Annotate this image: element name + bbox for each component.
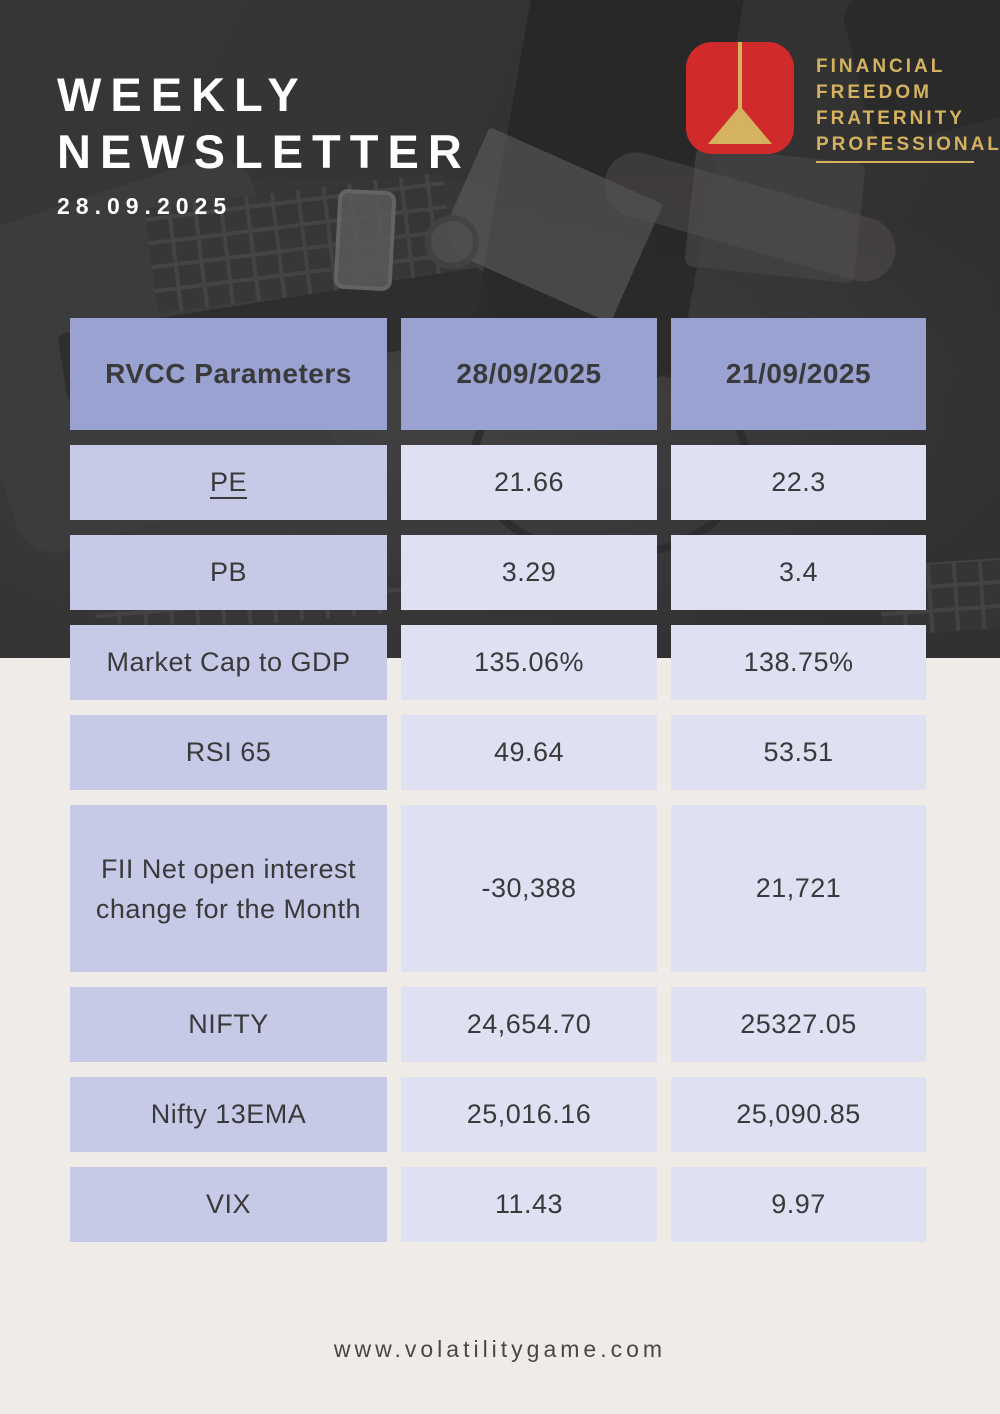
value-cell-previous-week: 21,721 bbox=[671, 805, 926, 972]
value-cell-previous-week: 53.51 bbox=[671, 715, 926, 790]
newsletter-date: 28.09.2025 bbox=[57, 193, 233, 219]
brand-logo: FINANCIAL FREEDOM FRATERNITY PROFESSIONA… bbox=[686, 42, 1000, 163]
header-cell-previous-week: 21/09/2025 bbox=[671, 318, 926, 430]
coffee-cup-shape bbox=[425, 215, 479, 269]
value-cell-current-week: 25,016.16 bbox=[401, 1077, 657, 1152]
brand-line-financial: FINANCIAL bbox=[816, 56, 946, 77]
header-cell-parameters: RVCC Parameters bbox=[70, 318, 387, 430]
page-title-line2: NEWSLETTER bbox=[57, 125, 471, 178]
page-title-line1: WEEKLY bbox=[57, 68, 308, 121]
brand-wordmark: FINANCIAL FREEDOM FRATERNITY PROFESSIONA… bbox=[816, 42, 1000, 163]
rvcc-parameters-table: RVCC Parameters 28/09/2025 21/09/2025 PE… bbox=[70, 318, 926, 1257]
table-row: Market Cap to GDP 135.06% 138.75% bbox=[70, 625, 926, 700]
param-cell: VIX bbox=[70, 1167, 387, 1242]
param-cell: Nifty 13EMA bbox=[70, 1077, 387, 1152]
brand-line-fraternity: FRATERNITY bbox=[816, 108, 965, 129]
table-row: VIX 11.43 9.97 bbox=[70, 1167, 926, 1242]
brand-line-freedom: FREEDOM bbox=[816, 82, 932, 103]
value-cell-previous-week: 25327.05 bbox=[671, 987, 926, 1062]
table-row: Nifty 13EMA 25,016.16 25,090.85 bbox=[70, 1077, 926, 1152]
param-cell: PE bbox=[70, 445, 387, 520]
value-cell-current-week: 3.29 bbox=[401, 535, 657, 610]
param-cell: FII Net open interest change for the Mon… bbox=[70, 805, 387, 972]
table-row: NIFTY 24,654.70 25327.05 bbox=[70, 987, 926, 1062]
table-row: PB 3.29 3.4 bbox=[70, 535, 926, 610]
value-cell-current-week: 49.64 bbox=[401, 715, 657, 790]
table-header-row: RVCC Parameters 28/09/2025 21/09/2025 bbox=[70, 318, 926, 430]
value-cell-previous-week: 9.97 bbox=[671, 1167, 926, 1242]
table-row: RSI 65 49.64 53.51 bbox=[70, 715, 926, 790]
param-cell: PB bbox=[70, 535, 387, 610]
table-row: FII Net open interest change for the Mon… bbox=[70, 805, 926, 972]
plumb-pendulum-icon bbox=[686, 42, 794, 154]
param-cell: RSI 65 bbox=[70, 715, 387, 790]
param-cell: NIFTY bbox=[70, 987, 387, 1062]
value-cell-current-week: -30,388 bbox=[401, 805, 657, 972]
value-cell-previous-week: 3.4 bbox=[671, 535, 926, 610]
page-footer: www.volatilitygame.com bbox=[0, 1336, 1000, 1363]
value-cell-current-week: 11.43 bbox=[401, 1167, 657, 1242]
header-cell-current-week: 28/09/2025 bbox=[401, 318, 657, 430]
value-cell-current-week: 24,654.70 bbox=[401, 987, 657, 1062]
value-cell-previous-week: 138.75% bbox=[671, 625, 926, 700]
value-cell-previous-week: 25,090.85 bbox=[671, 1077, 926, 1152]
brand-underline bbox=[816, 161, 974, 163]
website-link[interactable]: www.volatilitygame.com bbox=[333, 1336, 667, 1362]
value-cell-current-week: 135.06% bbox=[401, 625, 657, 700]
rvcc-table-rows: PE 21.66 22.3 PB 3.29 3.4 Market Cap to GDP 135… bbox=[70, 445, 926, 1242]
param-cell: Market Cap to GDP bbox=[70, 625, 387, 700]
table-row: PE 21.66 22.3 bbox=[70, 445, 926, 520]
brand-line-professional: PROFESSIONAL bbox=[816, 134, 1000, 155]
value-cell-current-week: 21.66 bbox=[401, 445, 657, 520]
value-cell-previous-week: 22.3 bbox=[671, 445, 926, 520]
newsletter-title-block: WEEKLY NEWSLETTER 28.09.2025 bbox=[57, 66, 471, 220]
